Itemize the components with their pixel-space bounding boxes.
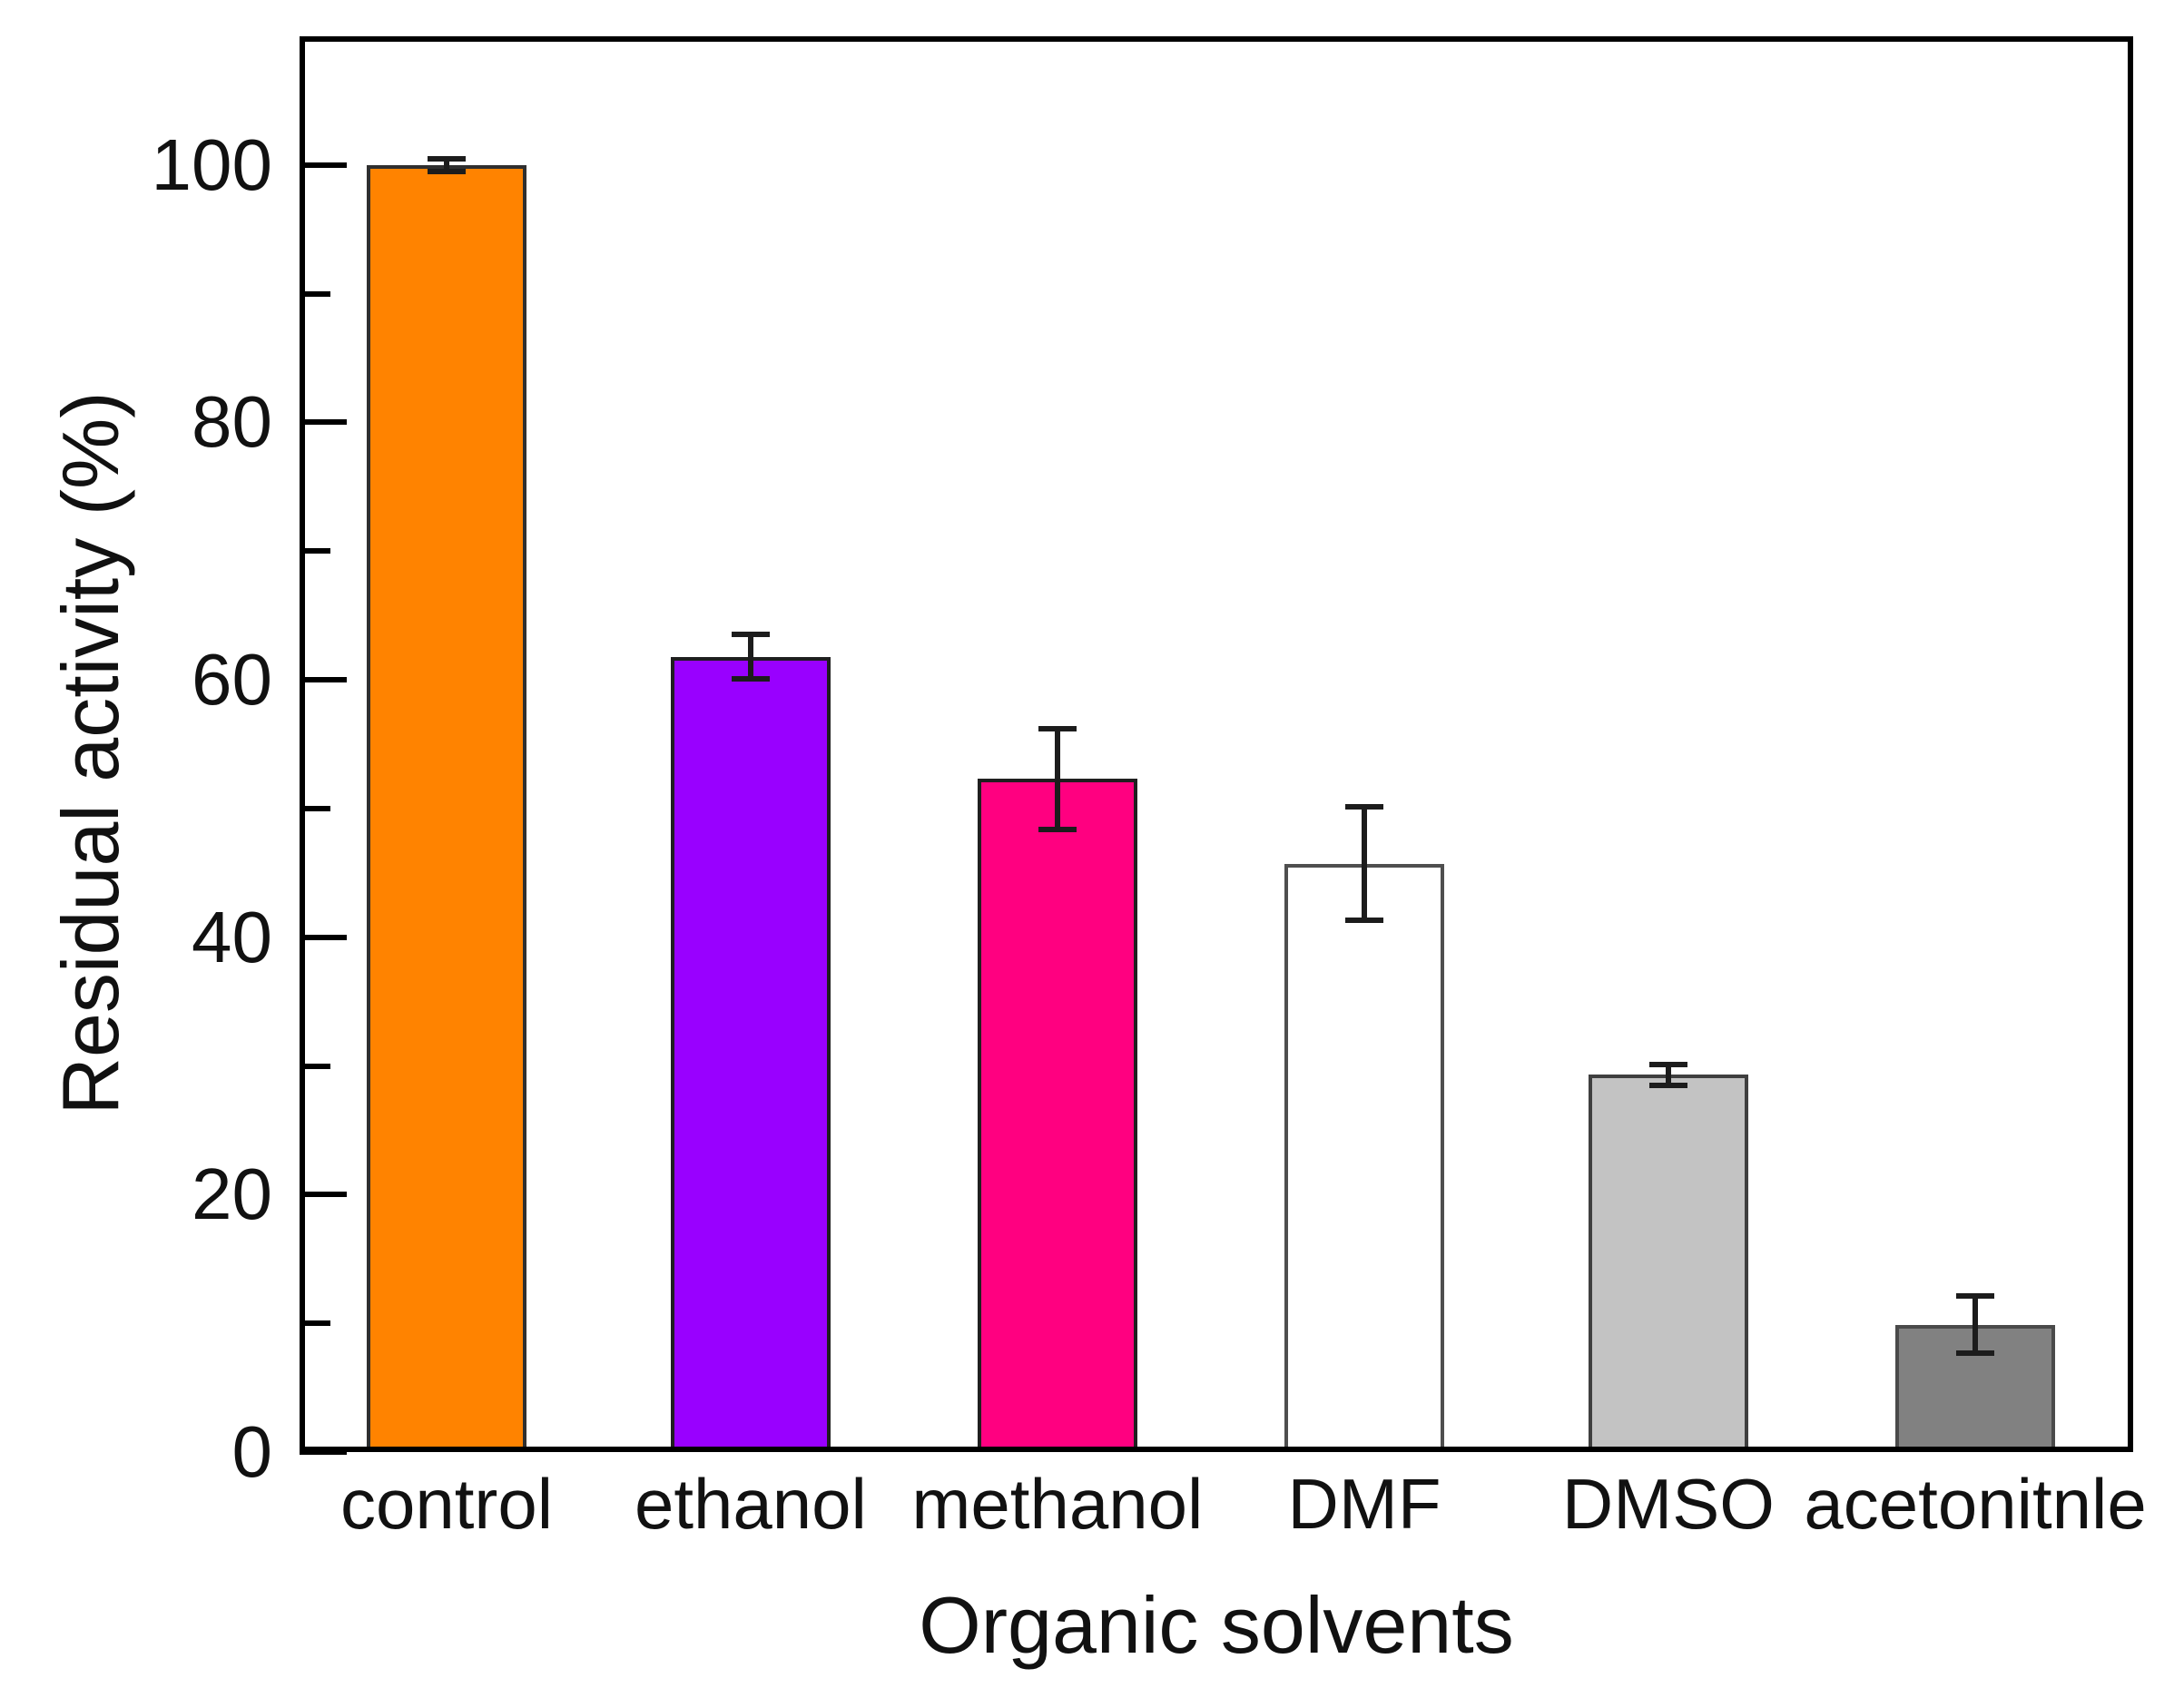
y-tick-mark (300, 934, 347, 940)
y-tick-label: 60 (192, 639, 272, 721)
y-tick-label: 20 (192, 1153, 272, 1235)
y-tick-mark (300, 162, 347, 168)
y-tick-mark (300, 1192, 347, 1198)
error-bar (1972, 1296, 1979, 1353)
error-bar-cap (1038, 826, 1077, 832)
error-bar-cap (428, 168, 466, 174)
y-tick-label: 0 (231, 1411, 273, 1492)
y-tick-label: 80 (192, 381, 272, 463)
error-bar-cap (1648, 1082, 1687, 1088)
x-tick-label-control: control (339, 1464, 554, 1544)
y-tick-mark (300, 290, 330, 297)
error-bar-cap (1038, 725, 1077, 731)
error-bar-cap (731, 675, 770, 682)
y-tick-label: 40 (192, 896, 272, 977)
bar-DMSO (1588, 1075, 1748, 1452)
error-bar-cap (1956, 1293, 1995, 1300)
error-bar-cap (1956, 1350, 1995, 1356)
y-tick-mark (300, 1063, 330, 1069)
y-tick-mark (300, 548, 330, 555)
plot-area (300, 36, 2133, 1455)
error-bar-cap (1345, 918, 1383, 924)
error-bar-cap (1345, 804, 1383, 810)
error-bar (1054, 728, 1060, 829)
error-bar-cap (1648, 1062, 1687, 1068)
y-tick-mark (300, 1320, 330, 1327)
y-tick-mark (300, 805, 330, 811)
error-bar (1362, 807, 1367, 921)
x-tick-label-DMF: DMF (1287, 1464, 1441, 1544)
bar-ethanol (670, 656, 831, 1452)
y-axis-title: Residual activity (%) (45, 391, 135, 1115)
y-tick-mark (300, 419, 347, 426)
bar-DMF (1284, 863, 1444, 1452)
error-bar (1665, 1065, 1671, 1085)
x-tick-label-acetonitnle: acetonitnle (1804, 1464, 2147, 1544)
x-tick-label-DMSO: DMSO (1561, 1464, 1775, 1544)
y-tick-label: 100 (151, 123, 272, 205)
x-tick-label-ethanol: ethanol (634, 1464, 867, 1544)
bar-control (367, 164, 526, 1452)
y-tick-mark (300, 1449, 347, 1455)
plot-frame (300, 36, 2133, 1452)
error-bar-cap (731, 632, 770, 638)
x-axis-title: Organic solvents (919, 1580, 1514, 1670)
x-tick-label-methanol: methanol (911, 1464, 1204, 1544)
error-bar (444, 158, 449, 172)
y-tick-mark (300, 677, 347, 683)
error-bar-cap (428, 155, 466, 162)
error-bar (747, 634, 753, 679)
